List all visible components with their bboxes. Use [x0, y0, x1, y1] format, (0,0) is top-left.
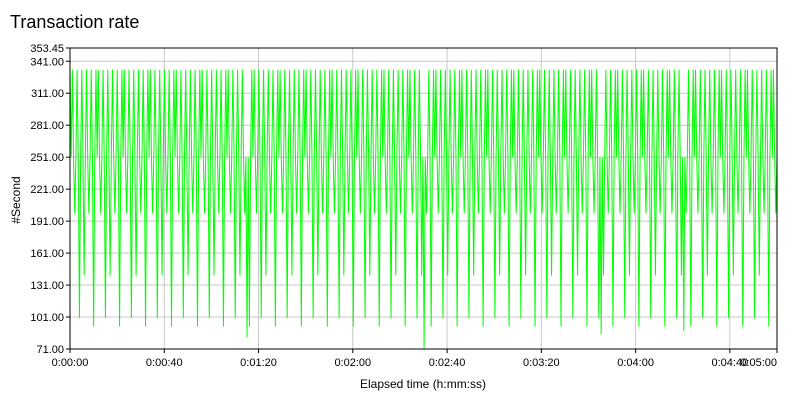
y-axis: 71.00 101.00 131.00 161.00 191.00 221.00 251.0… — [30, 43, 70, 356]
x-axis: 0:00:00 0:00:40 0:01:20 0:02:00 0:02:40 0:03:… — [52, 349, 778, 369]
x-axis-label: Elapsed time (h:mm:ss) — [360, 377, 486, 391]
y-tick-label: 281.00 — [30, 120, 64, 132]
x-tick-label: 0:01:20 — [240, 357, 277, 369]
x-tick-label: 0:00:00 — [52, 357, 89, 369]
y-tick-label: 341.00 — [30, 56, 64, 68]
y-tick-label: 101.00 — [30, 312, 64, 324]
x-tick-label: 0:04:00 — [617, 357, 654, 369]
plot-frame — [69, 47, 778, 350]
series-transaction-rate — [69, 69, 778, 350]
y-tick-label: 131.00 — [30, 280, 64, 292]
y-tick-label: 311.00 — [31, 88, 64, 100]
chart-title: Transaction rate — [10, 12, 140, 32]
x-tick-label: 0:03:20 — [523, 357, 560, 369]
y-tick-label: 221.00 — [30, 184, 64, 196]
y-tick-label: 161.00 — [30, 248, 64, 260]
x-tick-label: 0:02:40 — [429, 357, 466, 369]
series-line — [69, 69, 778, 350]
x-tick-label: 0:00:40 — [146, 357, 183, 369]
x-tick-label: 0:02:00 — [334, 357, 371, 369]
y-tick-label: 251.00 — [30, 152, 64, 164]
x-tick-label: 0:05:00 — [740, 357, 777, 369]
y-tick-label: 353.45 — [30, 43, 64, 55]
y-tick-label: 71.00 — [36, 344, 64, 356]
y-tick-label: 191.00 — [30, 216, 64, 228]
x-tick-label: 0:04:40 — [712, 357, 749, 369]
y-axis-label: #Second — [9, 176, 23, 223]
